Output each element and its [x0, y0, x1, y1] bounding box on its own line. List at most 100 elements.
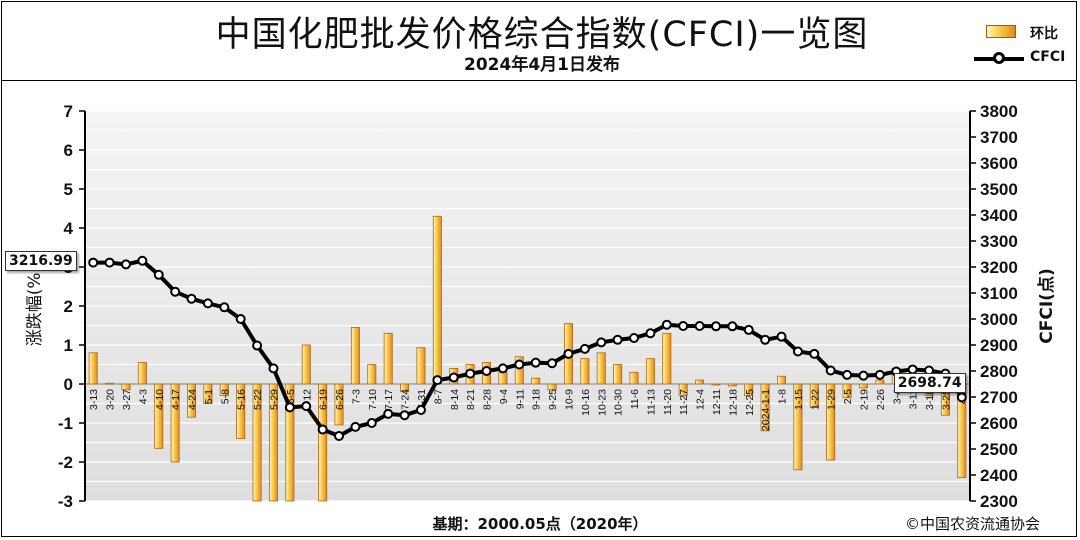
category-label: 12-11: [711, 389, 723, 415]
category-label: 7-24: [400, 389, 412, 410]
cfci-point: [366, 418, 377, 428]
base-note: 基期：2000.05点（2020年）: [432, 515, 648, 533]
category-label: 11-20: [662, 389, 674, 415]
chart-subtitle: 2024年4月1日发布: [464, 55, 620, 75]
right-tick-label: 2900: [980, 336, 1018, 355]
bar: [744, 383, 754, 397]
cfci-point: [792, 346, 803, 357]
right-axis-title: CFCI(点): [1036, 268, 1057, 343]
category-label: 1-8: [777, 389, 789, 404]
bar: [875, 379, 885, 385]
cfci-point: [202, 298, 213, 309]
left-tick-label: 7: [64, 102, 73, 121]
left-axis-title: 涨跌幅(%): [25, 266, 45, 346]
category-label: 3-13: [88, 389, 100, 410]
bar: [285, 383, 295, 502]
category-label: 8-21: [465, 389, 477, 410]
cfci-point: [170, 286, 181, 297]
bar: [88, 352, 98, 385]
right-tick-label: 3100: [980, 284, 1018, 303]
left-tick-label: 4: [64, 219, 74, 238]
category-label: 8-28: [482, 389, 494, 410]
cfci-point: [432, 375, 443, 386]
cfci-point: [694, 321, 705, 332]
cfci-point: [334, 431, 345, 441]
bar: [777, 375, 787, 385]
bar: [170, 383, 180, 463]
cfci-point: [284, 402, 295, 413]
legend-item-line: CFCI: [974, 48, 1074, 68]
category-label: 3-20: [105, 389, 117, 410]
cfci-point: [678, 321, 689, 332]
category-label: 8-7: [432, 389, 444, 404]
category-label: 10-9: [563, 389, 575, 410]
bar: [400, 383, 410, 393]
cfci-point: [186, 293, 197, 304]
cfci-point: [88, 257, 99, 268]
cfci-point: [448, 372, 459, 383]
bar: [580, 358, 590, 385]
cfci-point: [612, 334, 623, 345]
category-label: 7-17: [383, 389, 395, 410]
category-label: 5-1: [203, 389, 215, 404]
category-label: 5-22: [252, 389, 264, 410]
cfci-point: [547, 358, 558, 369]
right-tick-label: 3200: [980, 258, 1018, 277]
category-label: 5-16: [236, 389, 248, 410]
bar: [826, 383, 836, 461]
category-label: 4-24: [187, 389, 199, 410]
legend-bar-label: 环比: [1030, 26, 1058, 42]
cfci-point: [219, 302, 230, 313]
bar-swatch-icon: [986, 25, 1016, 38]
chart-legend: 环比 CFCI: [974, 20, 1074, 72]
category-label: 1-15: [793, 389, 805, 410]
bar: [547, 383, 557, 391]
cfci-point: [153, 269, 164, 280]
bar: [301, 344, 311, 385]
category-label: 9-11: [514, 389, 526, 409]
bar: [383, 332, 393, 385]
left-tick-label: -1: [58, 414, 73, 433]
right-tick-label: 2800: [980, 362, 1018, 381]
right-tick-label: 2400: [980, 466, 1018, 485]
right-tick-label: 2600: [980, 414, 1018, 433]
legend-item-bar: 环比: [974, 22, 1074, 42]
category-label: 3-27: [121, 389, 133, 410]
left-tick-label: 1: [64, 336, 73, 355]
category-label: 10-30: [613, 389, 625, 416]
bar: [203, 383, 213, 404]
bar: [858, 383, 868, 389]
cfci-point: [956, 392, 967, 403]
bar: [711, 383, 721, 386]
category-label: 11-27: [678, 389, 690, 415]
bar: [695, 379, 705, 385]
cfci-point: [776, 331, 787, 342]
cfci-point: [301, 401, 312, 412]
left-tick-label: 0: [64, 375, 73, 394]
cfci-point: [104, 257, 115, 268]
category-label: 2024-1-1: [760, 389, 772, 431]
bar: [350, 327, 360, 385]
category-label: 4-3: [137, 389, 149, 404]
right-tick-label: 3700: [980, 128, 1018, 147]
bar: [498, 371, 508, 385]
bar: [645, 358, 655, 385]
category-label: 6-26: [334, 389, 346, 410]
cfci-point: [415, 405, 426, 415]
right-tick-label: 3000: [980, 310, 1018, 329]
callout-start-value: 3216.99: [5, 250, 77, 271]
callout-end-value: 2698.74: [893, 373, 966, 394]
category-label: 1-29: [826, 389, 838, 410]
left-tick-label: 6: [64, 141, 73, 160]
cfci-point: [497, 363, 508, 374]
cfci-point: [563, 348, 574, 359]
bar: [678, 383, 688, 397]
right-tick-label: 2700: [980, 388, 1018, 407]
cfci-point: [809, 348, 820, 359]
bar: [629, 371, 639, 385]
cfci-point: [579, 343, 590, 354]
bar: [596, 352, 606, 385]
category-label: 2-5: [842, 389, 854, 404]
left-tick-label: 5: [64, 180, 73, 199]
cfci-point: [743, 324, 754, 335]
